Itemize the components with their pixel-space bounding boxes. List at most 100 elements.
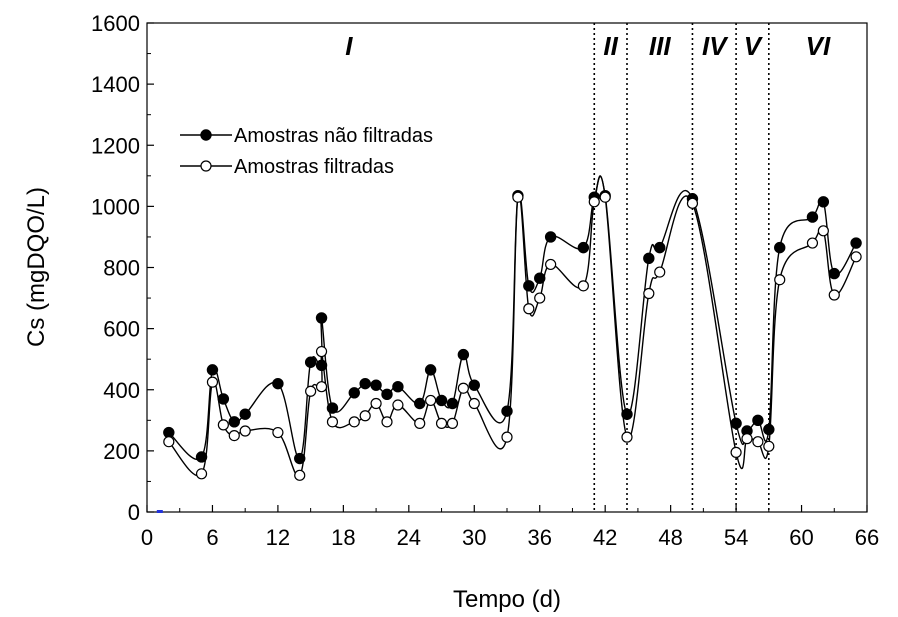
y-axis: 0 200 400 600 800 1000 1200 1400 1600 [91, 11, 154, 525]
data-point [414, 417, 426, 429]
phase-label: III [649, 31, 671, 61]
y-tick-label: 400 [103, 378, 140, 403]
y-tick-label: 600 [103, 317, 140, 342]
data-point [381, 416, 393, 428]
data-point [392, 380, 404, 393]
data-point [468, 397, 480, 410]
data-point [446, 417, 459, 429]
data-point [195, 468, 208, 480]
data-point [457, 348, 470, 361]
x-tick-label: 36 [527, 525, 551, 550]
y-tick-label: 0 [128, 500, 140, 525]
series-nao-filtradas [163, 175, 862, 465]
data-point [348, 387, 360, 399]
x-tick-label: 12 [266, 525, 290, 550]
data-point [643, 252, 655, 265]
data-point [217, 419, 229, 431]
y-tick-label: 200 [103, 439, 140, 464]
data-point [457, 382, 469, 394]
legend: Amostras não filtradas Amostras filtradas [180, 125, 433, 178]
data-point [730, 417, 742, 430]
data-point [512, 191, 524, 203]
phase-label: I [345, 31, 353, 61]
data-point [424, 364, 437, 376]
data-point [414, 397, 426, 410]
phase-labels: I II III IV V VI [345, 31, 831, 61]
data-point [817, 225, 829, 237]
data-point [577, 241, 590, 254]
data-point [599, 191, 611, 203]
data-point [850, 251, 862, 263]
x-tick-label: 54 [724, 525, 748, 550]
x-tick-label: 30 [462, 525, 486, 550]
data-point [239, 408, 251, 420]
data-point [195, 451, 208, 463]
data-point [763, 440, 775, 452]
x-axis: 0 6 12 18 24 30 36 42 48 54 60 66 [141, 505, 879, 550]
data-point [206, 376, 219, 388]
data-point [621, 431, 633, 443]
data-point [348, 416, 360, 428]
data-point [806, 211, 819, 223]
data-point [392, 399, 404, 411]
phase-boundaries [593, 23, 770, 512]
data-point [315, 345, 328, 358]
x-tick-label: 18 [331, 525, 355, 550]
series-group [163, 175, 862, 481]
data-point [621, 408, 633, 420]
y-axis-label: Cs (mgDQO/L) [23, 187, 50, 347]
data-point [534, 292, 546, 304]
data-point [446, 397, 459, 410]
data-point [468, 379, 480, 391]
x-tick-label: 6 [206, 525, 218, 550]
data-point [654, 266, 666, 278]
data-point [806, 237, 819, 249]
data-point [272, 377, 284, 390]
data-point [370, 397, 382, 410]
phase-label: IV [702, 31, 729, 61]
data-point [523, 303, 535, 315]
data-point [435, 417, 448, 429]
x-tick-label: 24 [397, 525, 421, 550]
data-point [163, 436, 175, 448]
data-point [828, 267, 840, 280]
x-axis-label: Tempo (d) [453, 586, 561, 613]
data-point [304, 356, 317, 368]
data-point [359, 410, 371, 422]
phase-label: V [744, 31, 764, 61]
data-point [828, 289, 840, 301]
data-point [501, 431, 513, 443]
data-point [228, 416, 240, 428]
data-point [217, 393, 230, 405]
x-tick-label: 66 [855, 525, 879, 550]
data-point [425, 394, 437, 407]
data-point [272, 426, 284, 439]
data-point [435, 394, 448, 407]
x-tick-label: 48 [658, 525, 682, 550]
y-tick-label: 1600 [91, 11, 140, 36]
x-tick-label: 0 [141, 525, 153, 550]
data-point [315, 381, 328, 393]
y-tick-label: 800 [103, 256, 140, 281]
y-tick-label: 1000 [91, 194, 140, 219]
phase-label: VI [806, 31, 831, 61]
data-point [741, 433, 753, 445]
data-point [817, 196, 830, 208]
data-point [326, 416, 339, 428]
data-point [534, 272, 546, 284]
origin-marker [156, 510, 163, 513]
series-line [168, 175, 857, 461]
data-point [752, 414, 764, 427]
data-point [774, 241, 786, 254]
data-point [305, 385, 317, 397]
x-tick-label: 42 [593, 525, 617, 550]
data-point [654, 241, 666, 254]
data-point [228, 429, 240, 442]
data-point [850, 237, 862, 249]
phase-label: II [603, 31, 618, 61]
data-point [206, 364, 219, 376]
data-point [523, 280, 535, 292]
data-point [577, 280, 589, 292]
legend-marker [200, 129, 212, 141]
